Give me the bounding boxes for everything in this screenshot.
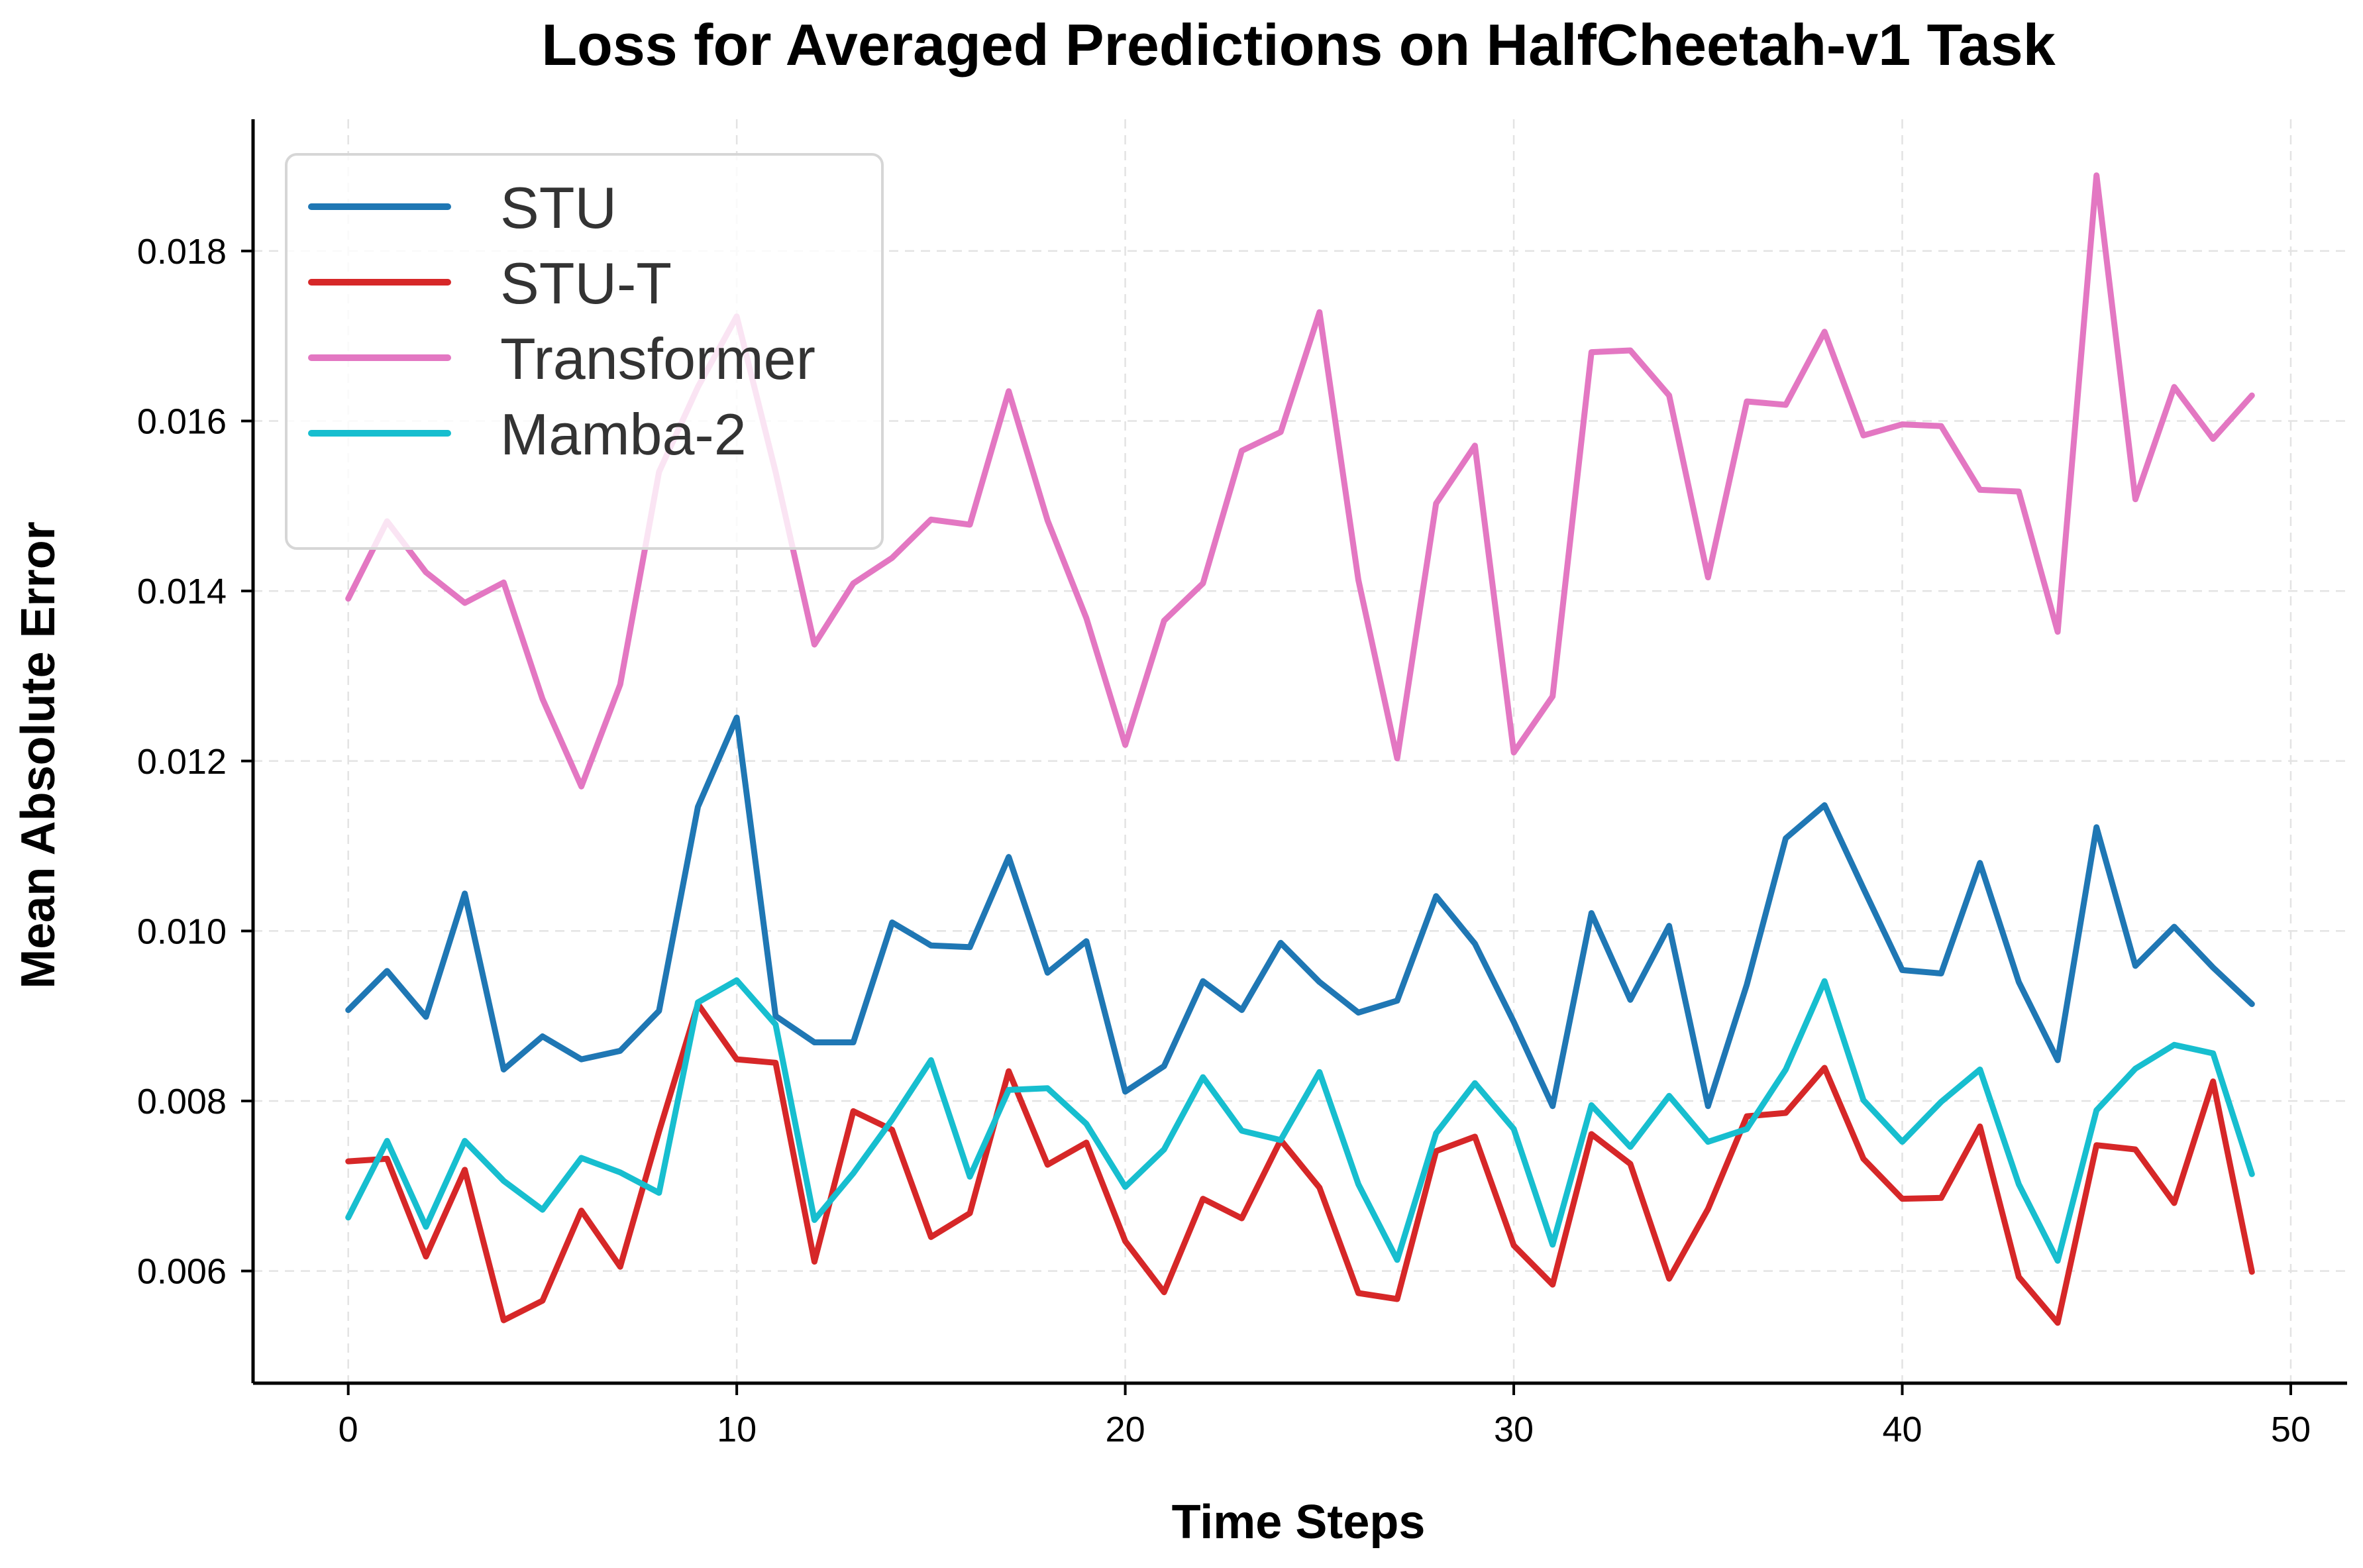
series-line-stu bbox=[345, 714, 2255, 1110]
axes bbox=[251, 119, 2347, 1385]
y-tick-label: 0.014 bbox=[137, 572, 227, 611]
y-tick-label: 0.006 bbox=[137, 1252, 227, 1292]
y-tick-label: 0.012 bbox=[137, 742, 227, 782]
legend-label: Mamba-2 bbox=[500, 401, 747, 467]
x-tick-label: 20 bbox=[1106, 1410, 1145, 1449]
x-tick-label: 0 bbox=[339, 1410, 358, 1449]
y-tick-label: 0.016 bbox=[137, 402, 227, 442]
tick-marks: 0 10 20 30 40 50 0.006 0.008 0.010 0.012 0.014 0.01… bbox=[137, 232, 2311, 1449]
y-tick-label: 0.010 bbox=[137, 912, 227, 951]
x-tick-label: 40 bbox=[1882, 1410, 1922, 1449]
legend-label: Transformer bbox=[500, 326, 815, 392]
legend-label: STU bbox=[500, 175, 617, 240]
chart-title: Loss for Averaged Predictions on HalfChe… bbox=[541, 12, 2056, 78]
series-line-stu-t bbox=[345, 1001, 2255, 1326]
x-tick-label: 50 bbox=[2271, 1410, 2311, 1449]
y-tick-label: 0.008 bbox=[137, 1082, 227, 1122]
legend-items: STU STU-T Transformer Mamba-2 bbox=[308, 175, 815, 467]
x-axis-label: Time Steps bbox=[1172, 1496, 1426, 1549]
legend-frame bbox=[285, 153, 884, 550]
x-tick-label: 10 bbox=[717, 1410, 757, 1449]
legend-label: STU-T bbox=[500, 250, 672, 316]
y-axis-label: Mean Absolute Error bbox=[12, 521, 65, 988]
x-tick-label: 30 bbox=[1494, 1410, 1534, 1449]
legend: STU STU-T Transformer Mamba-2 bbox=[285, 153, 884, 550]
series-line-mamba-2 bbox=[345, 977, 2255, 1264]
y-tick-label: 0.018 bbox=[137, 232, 227, 272]
